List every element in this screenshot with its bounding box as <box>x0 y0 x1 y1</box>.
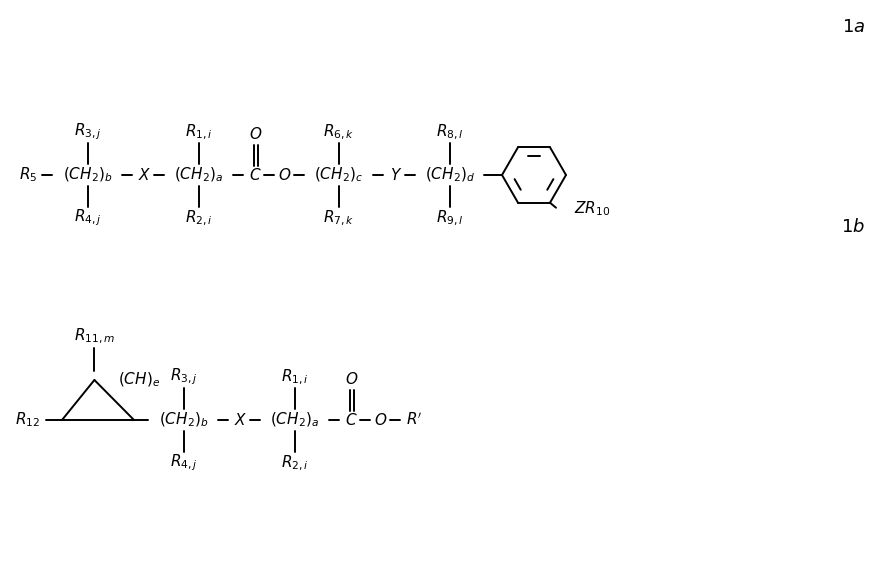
Text: $R_{1,i}$: $R_{1,i}$ <box>281 367 309 386</box>
Text: $R_{8,l}$: $R_{8,l}$ <box>436 122 464 141</box>
Text: $(CH_2)_a$: $(CH_2)_a$ <box>271 411 320 429</box>
Text: $R_5$: $R_5$ <box>19 166 37 185</box>
Text: $(CH_2)_b$: $(CH_2)_b$ <box>159 411 209 429</box>
Text: $R'$: $R'$ <box>406 412 422 428</box>
Text: $(CH)_e$: $(CH)_e$ <box>118 371 160 389</box>
Text: $C$: $C$ <box>345 412 358 428</box>
Text: $X$: $X$ <box>138 167 151 183</box>
Text: $O$: $O$ <box>279 167 292 183</box>
Text: $(CH_2)_b$: $(CH_2)_b$ <box>64 166 113 184</box>
Text: $R_{7,k}$: $R_{7,k}$ <box>323 208 355 228</box>
Text: $Y$: $Y$ <box>390 167 402 183</box>
Text: $R_{4,j}$: $R_{4,j}$ <box>170 453 198 473</box>
Text: $(CH_2)_d$: $(CH_2)_d$ <box>425 166 475 184</box>
Text: $R_{6,k}$: $R_{6,k}$ <box>323 122 355 141</box>
Text: $R_{4,j}$: $R_{4,j}$ <box>74 208 102 228</box>
Text: $R_{2,i}$: $R_{2,i}$ <box>185 208 213 228</box>
Text: $R_{12}$: $R_{12}$ <box>15 411 40 430</box>
Text: $R_{3,j}$: $R_{3,j}$ <box>74 122 102 142</box>
Text: $O$: $O$ <box>345 371 358 387</box>
Text: $R_{3,j}$: $R_{3,j}$ <box>170 367 198 388</box>
Text: $R_{2,i}$: $R_{2,i}$ <box>281 453 309 473</box>
Text: $O$: $O$ <box>249 126 263 142</box>
Text: $R_{11,m}$: $R_{11,m}$ <box>73 327 115 346</box>
Text: $ZR_{10}$: $ZR_{10}$ <box>574 200 610 218</box>
Text: $C$: $C$ <box>249 167 262 183</box>
Text: $1a$: $1a$ <box>841 18 865 36</box>
Text: $(CH_2)_c$: $(CH_2)_c$ <box>314 166 364 184</box>
Text: $R_{1,i}$: $R_{1,i}$ <box>185 122 213 141</box>
Text: $O$: $O$ <box>375 412 388 428</box>
Text: $1b$: $1b$ <box>841 218 865 236</box>
Text: $X$: $X$ <box>235 412 247 428</box>
Text: $(CH_2)_a$: $(CH_2)_a$ <box>175 166 224 184</box>
Text: $R_{9,l}$: $R_{9,l}$ <box>436 208 464 228</box>
